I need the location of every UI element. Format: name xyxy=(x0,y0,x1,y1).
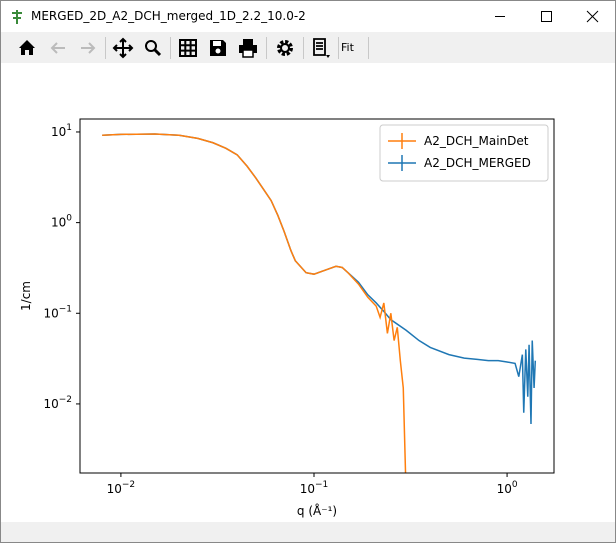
tick-base: 10 xyxy=(107,482,122,496)
tick-exponent: 0 xyxy=(66,214,72,224)
grid-button[interactable] xyxy=(175,35,201,61)
close-button[interactable] xyxy=(569,1,615,32)
tick-base: 10 xyxy=(300,482,315,496)
minimize-button[interactable] xyxy=(477,1,523,32)
home-button[interactable] xyxy=(14,35,40,61)
chart: q (Å⁻¹) 1/cm 10−2 10−1 10010−210−1100101A2… xyxy=(19,118,555,518)
pan-button[interactable] xyxy=(110,35,136,61)
separator xyxy=(105,37,106,59)
tick-label: 100 xyxy=(497,480,518,496)
tick-exponent: −1 xyxy=(59,304,72,314)
save-button[interactable] xyxy=(205,35,231,61)
separator xyxy=(303,37,304,59)
plot-frame xyxy=(79,118,555,474)
window-title: MERGED_2D_A2_DCH_merged_1D_2.2_10.0-2 xyxy=(31,9,306,23)
settings-button[interactable] xyxy=(272,35,298,61)
tick-base: 10 xyxy=(51,125,66,139)
separator xyxy=(266,37,267,59)
separator xyxy=(368,37,369,59)
plot-area xyxy=(102,133,537,473)
title-bar: MERGED_2D_A2_DCH_merged_1D_2.2_10.0-2 xyxy=(1,1,615,32)
customize-button[interactable] xyxy=(308,35,334,61)
separator xyxy=(338,37,339,59)
legend-box xyxy=(379,124,549,182)
tick-exponent: −2 xyxy=(59,395,72,405)
tick-base: 10 xyxy=(43,306,58,320)
series-line xyxy=(102,133,407,473)
tick-exponent: −1 xyxy=(315,480,328,490)
legend-label: A2_DCH_MERGED xyxy=(424,156,531,170)
zoom-button[interactable] xyxy=(140,35,166,61)
tick-base: 10 xyxy=(51,216,66,230)
toolbar: Fit xyxy=(1,32,615,63)
tick-label: 100 xyxy=(51,214,72,230)
status-bar xyxy=(1,522,615,542)
back-button[interactable] xyxy=(45,35,71,61)
tick-label: 10−2 xyxy=(43,395,72,411)
tick-exponent: −2 xyxy=(122,480,135,490)
x-axis-label: q (Å⁻¹) xyxy=(297,503,337,518)
tick-label: 10−1 xyxy=(300,480,329,496)
app-icon xyxy=(12,10,22,24)
forward-button[interactable] xyxy=(75,35,101,61)
fit-button[interactable]: Fit xyxy=(341,41,354,54)
legend-label: A2_DCH_MainDet xyxy=(424,134,529,148)
print-button[interactable] xyxy=(235,35,261,61)
tick-exponent: 0 xyxy=(512,480,518,490)
maximize-button[interactable] xyxy=(523,1,569,32)
tick-base: 10 xyxy=(43,397,58,411)
tick-base: 10 xyxy=(497,482,512,496)
tick-exponent: 1 xyxy=(66,123,72,133)
separator xyxy=(170,37,171,59)
tick-label: 101 xyxy=(51,123,72,139)
tick-label: 10−1 xyxy=(43,304,72,320)
y-axis-label: 1/cm xyxy=(19,281,33,311)
tick-label: 10−2 xyxy=(107,480,136,496)
